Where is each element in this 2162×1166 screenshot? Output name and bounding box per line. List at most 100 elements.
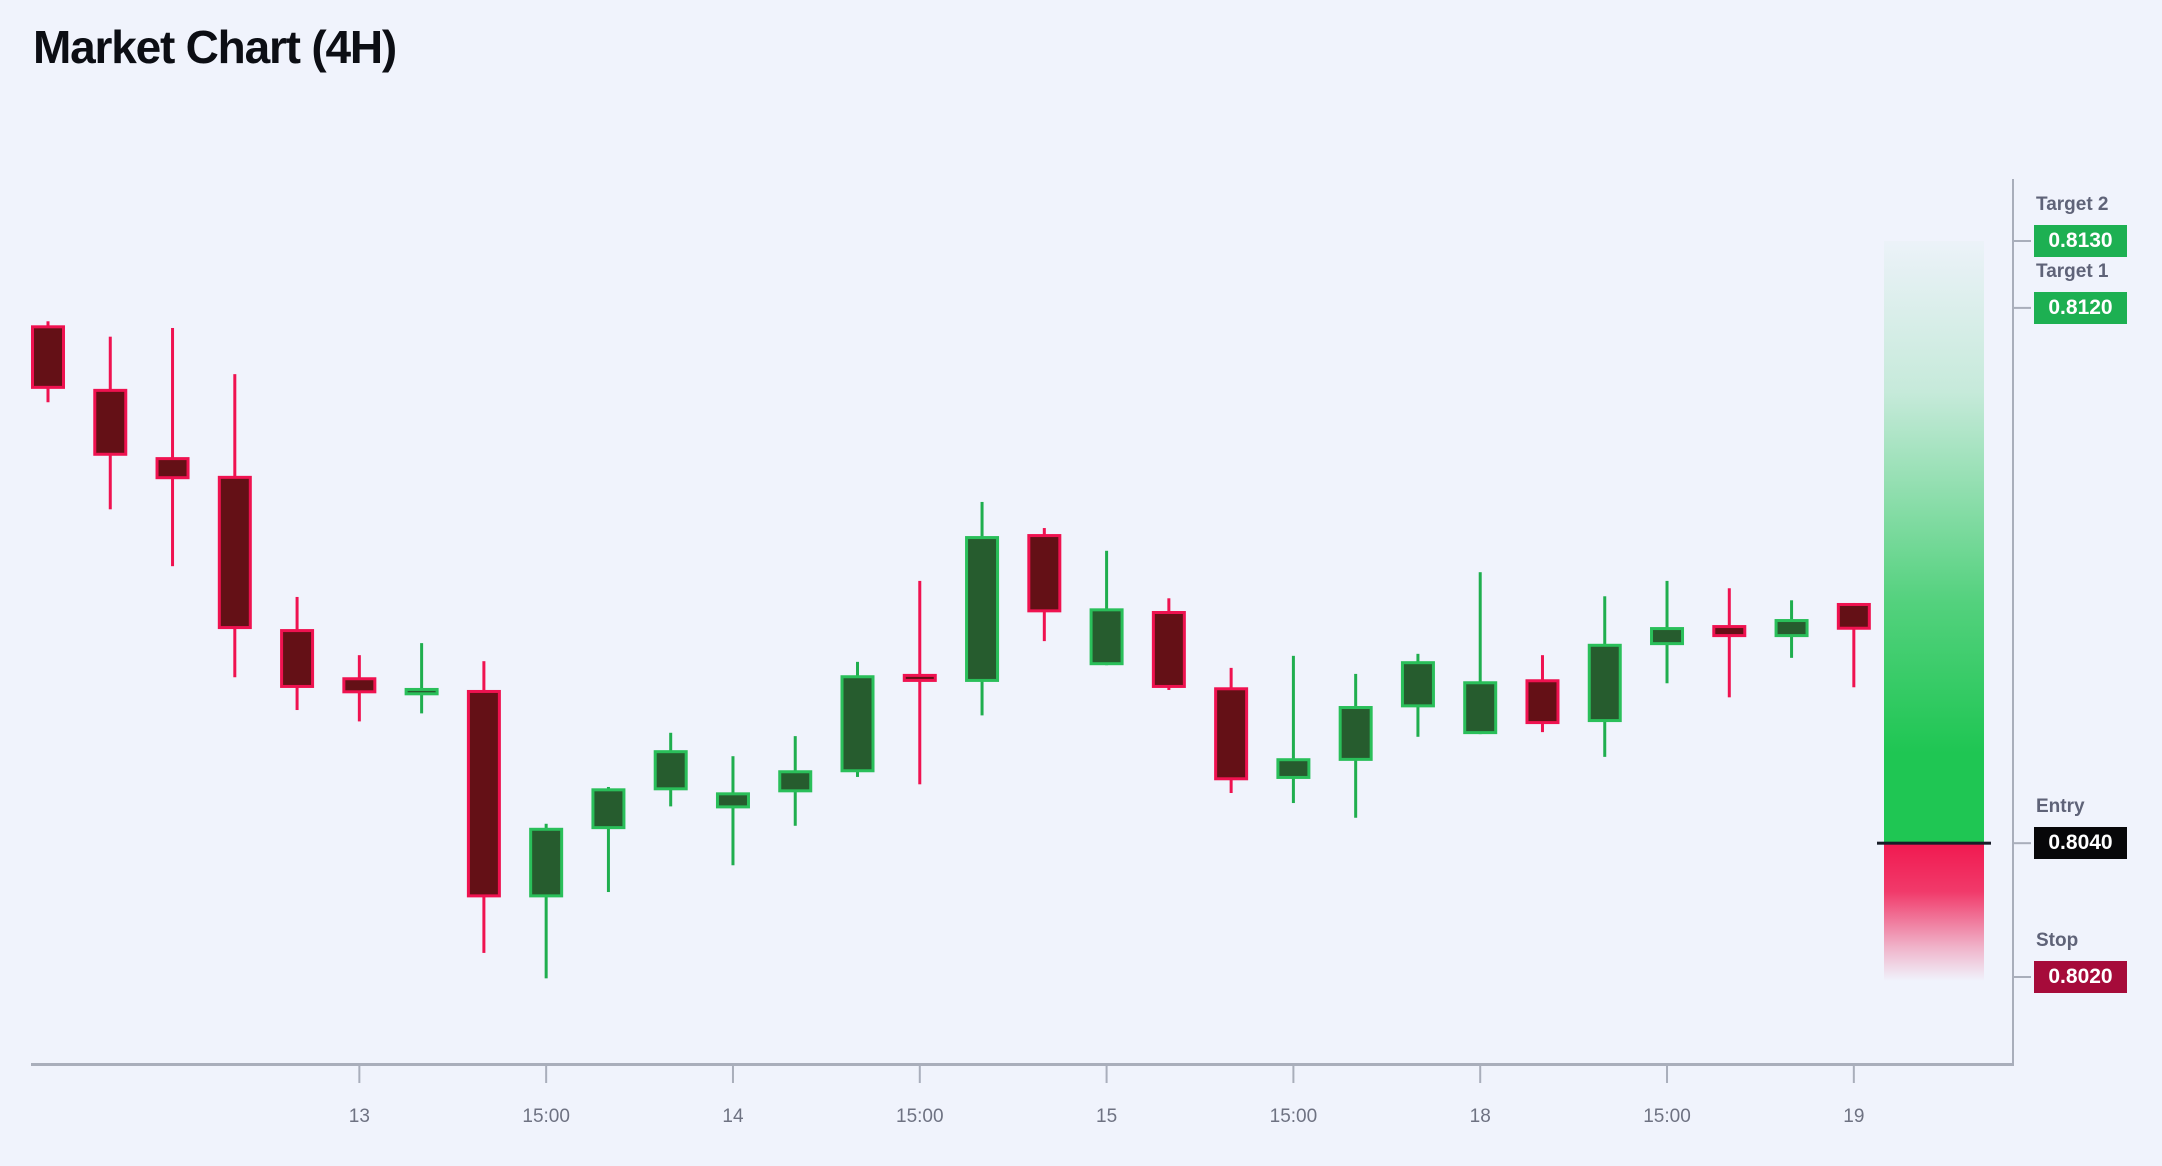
candle-up: [1400, 653, 1435, 737]
x-axis-tick: [1479, 1065, 1482, 1083]
candle-up: [1463, 572, 1498, 735]
candle-body: [155, 457, 190, 480]
candle-up: [715, 756, 750, 866]
candle-body: [1214, 687, 1249, 781]
candle-wick: [606, 786, 610, 893]
target2-price-badge[interactable]: 0.8130: [2034, 225, 2127, 257]
candle-up: [778, 736, 813, 826]
profit-zone: [1884, 241, 1984, 844]
candle-body: [1089, 608, 1124, 666]
x-axis-label: 15: [1096, 1106, 1117, 1127]
candle-body: [93, 388, 128, 456]
candle-down: [1836, 602, 1871, 688]
candle-body: [840, 675, 875, 773]
target1-label: Target 1: [2036, 260, 2109, 282]
price-level-tick: [2013, 975, 2031, 978]
candle-wick: [544, 823, 548, 979]
candle-body: [342, 677, 377, 694]
candle-up: [591, 786, 626, 893]
candle-wick: [1478, 572, 1482, 735]
x-axis-tick: [918, 1065, 921, 1083]
candle-wick: [420, 643, 424, 714]
candle-wick: [1105, 550, 1109, 666]
candle-up: [1587, 596, 1622, 757]
candle-body: [1463, 681, 1498, 735]
candle-wick: [1727, 588, 1731, 698]
x-axis-label: 15:00: [896, 1106, 944, 1127]
candle-down: [1214, 667, 1249, 793]
candle-up: [840, 661, 875, 777]
candle-up: [653, 732, 688, 807]
candle-down: [1027, 528, 1062, 642]
candle-body: [902, 673, 937, 682]
candle-wick: [171, 327, 175, 567]
price-level-tick: [2013, 842, 2031, 845]
candle-up: [965, 501, 1000, 716]
candle-body: [1400, 661, 1435, 708]
price-level-tick: [2013, 240, 2031, 242]
target1-price-badge[interactable]: 0.8120: [2034, 291, 2127, 324]
candle-up: [1774, 600, 1809, 658]
candle-down: [155, 327, 190, 567]
candle-body: [31, 325, 65, 389]
candle-wick: [918, 580, 922, 785]
candle-down: [902, 580, 937, 785]
candle-body: [591, 788, 626, 830]
candle-up: [1276, 655, 1311, 804]
candle-up: [404, 643, 439, 714]
x-axis-label: 18: [1470, 1106, 1491, 1127]
x-axis-tick: [1105, 1065, 1108, 1083]
candle-body: [1587, 643, 1622, 723]
entry-line[interactable]: [1877, 841, 1991, 845]
candle-up: [1089, 550, 1124, 666]
x-axis-tick: [545, 1065, 548, 1083]
x-axis-tick: [1292, 1065, 1295, 1083]
candle-down: [31, 321, 65, 403]
entry-label: Entry: [2036, 796, 2085, 818]
candle-body: [1151, 611, 1186, 688]
candle-down: [93, 336, 128, 510]
stop-label: Stop: [2036, 929, 2079, 951]
stop-price-badge[interactable]: 0.8020: [2034, 960, 2127, 993]
candle-body: [217, 475, 252, 630]
candle-body: [965, 536, 1000, 682]
candle-body: [778, 770, 813, 793]
price-level-tick: [2013, 306, 2031, 309]
loss-zone: [1884, 843, 1984, 981]
target2-label: Target 2: [2036, 194, 2109, 215]
candle-body: [529, 827, 564, 898]
candle-body: [1338, 706, 1373, 761]
candle-up: [1338, 673, 1373, 818]
candle-body: [1836, 602, 1871, 630]
candle-body: [1525, 679, 1560, 725]
candle-wick: [731, 756, 735, 866]
candle-down: [280, 596, 315, 711]
x-axis-label: 13: [349, 1106, 370, 1127]
candle-down: [466, 661, 501, 953]
candle-down: [1712, 588, 1747, 698]
candle-body: [1774, 619, 1809, 638]
x-axis-tick: [731, 1065, 734, 1083]
x-axis-tick: [358, 1065, 361, 1083]
page-title: Market Chart (4H): [33, 21, 397, 73]
candle-down: [1151, 598, 1186, 690]
candle-body: [653, 750, 688, 791]
entry-price-badge[interactable]: 0.8040: [2034, 827, 2127, 860]
x-axis-label: 15:00: [1643, 1106, 1691, 1127]
candle-up: [529, 823, 564, 979]
x-axis-label: 19: [1843, 1106, 1864, 1127]
candle-body: [715, 792, 750, 809]
candle-wick: [1291, 655, 1295, 804]
candle-body: [466, 689, 501, 898]
candle-body: [280, 629, 315, 688]
candle-down: [342, 655, 377, 722]
candle-wick: [1852, 602, 1856, 688]
x-axis-tick: [1852, 1065, 1855, 1083]
candle-body: [1027, 534, 1062, 613]
candle-up: [1650, 580, 1685, 684]
candle-body: [1276, 758, 1311, 779]
candle-down: [217, 374, 252, 678]
x-axis-line: [31, 1063, 2014, 1066]
